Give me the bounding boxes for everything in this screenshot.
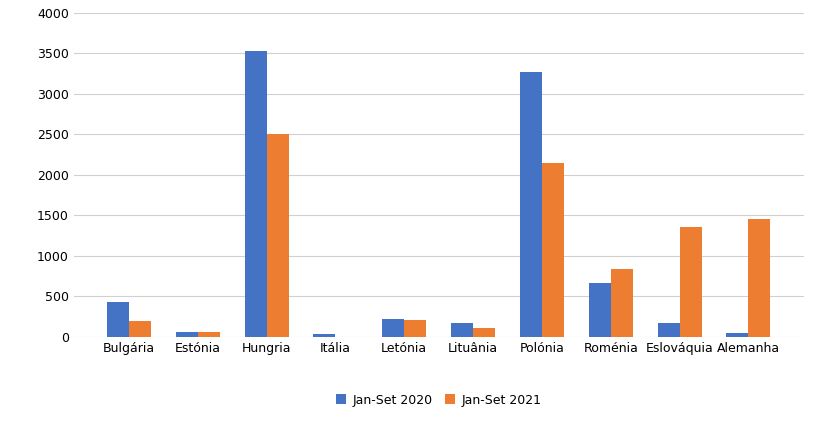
Bar [726,333,748,337]
Bar [588,283,610,337]
Bar [679,227,701,337]
Bar [748,219,770,337]
Bar [129,321,151,337]
Bar [541,163,563,337]
Bar [382,319,404,337]
Bar [244,51,266,337]
Bar [657,323,679,337]
Legend: Jan-Set 2020, Jan-Set 2021: Jan-Set 2020, Jan-Set 2021 [331,388,545,412]
Bar [473,327,495,337]
Bar [106,302,129,337]
Bar [175,332,197,337]
Bar [450,323,473,337]
Bar [266,134,288,337]
Bar [610,269,632,337]
Bar [197,332,219,337]
Bar [404,320,426,337]
Bar [313,334,335,337]
Bar [519,72,541,337]
